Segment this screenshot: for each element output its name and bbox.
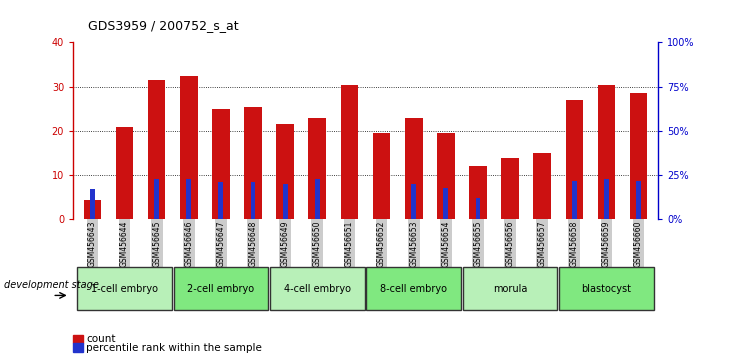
Bar	[270, 267, 365, 310]
Bar	[630, 93, 648, 219]
Bar	[566, 100, 583, 219]
Bar	[276, 124, 294, 219]
Bar	[463, 267, 557, 310]
Bar	[373, 133, 390, 219]
Bar	[604, 179, 609, 219]
Bar	[148, 80, 165, 219]
Bar	[405, 118, 423, 219]
Bar	[283, 184, 287, 219]
Bar	[244, 107, 262, 219]
Text: GDS3959 / 200752_s_at: GDS3959 / 200752_s_at	[88, 19, 238, 32]
Bar	[186, 179, 192, 219]
Bar	[412, 184, 416, 219]
Bar	[366, 267, 461, 310]
Bar	[180, 76, 197, 219]
Text: count: count	[86, 334, 115, 344]
Bar	[308, 118, 326, 219]
Bar	[154, 179, 159, 219]
Bar	[444, 188, 448, 219]
Bar	[77, 267, 172, 310]
Bar	[598, 85, 616, 219]
Bar	[219, 182, 223, 219]
Bar	[174, 267, 268, 310]
Text: 4-cell embryo: 4-cell embryo	[284, 284, 351, 293]
Bar	[90, 189, 95, 219]
Text: development stage: development stage	[4, 280, 99, 290]
Text: 2-cell embryo: 2-cell embryo	[187, 284, 254, 293]
Bar	[572, 181, 577, 219]
Text: 1-cell embryo: 1-cell embryo	[91, 284, 158, 293]
Bar	[115, 127, 133, 219]
Bar	[534, 153, 551, 219]
Bar	[636, 181, 641, 219]
Text: morula: morula	[493, 284, 527, 293]
Text: percentile rank within the sample: percentile rank within the sample	[86, 343, 262, 353]
Text: 8-cell embryo: 8-cell embryo	[380, 284, 447, 293]
Bar	[341, 85, 358, 219]
Text: blastocyst: blastocyst	[581, 284, 632, 293]
Bar	[559, 267, 654, 310]
Bar	[437, 133, 455, 219]
Bar	[212, 109, 230, 219]
Bar	[251, 182, 255, 219]
Bar	[83, 200, 101, 219]
Bar	[501, 158, 519, 219]
Bar	[469, 166, 487, 219]
Bar	[315, 179, 319, 219]
Bar	[476, 198, 480, 219]
